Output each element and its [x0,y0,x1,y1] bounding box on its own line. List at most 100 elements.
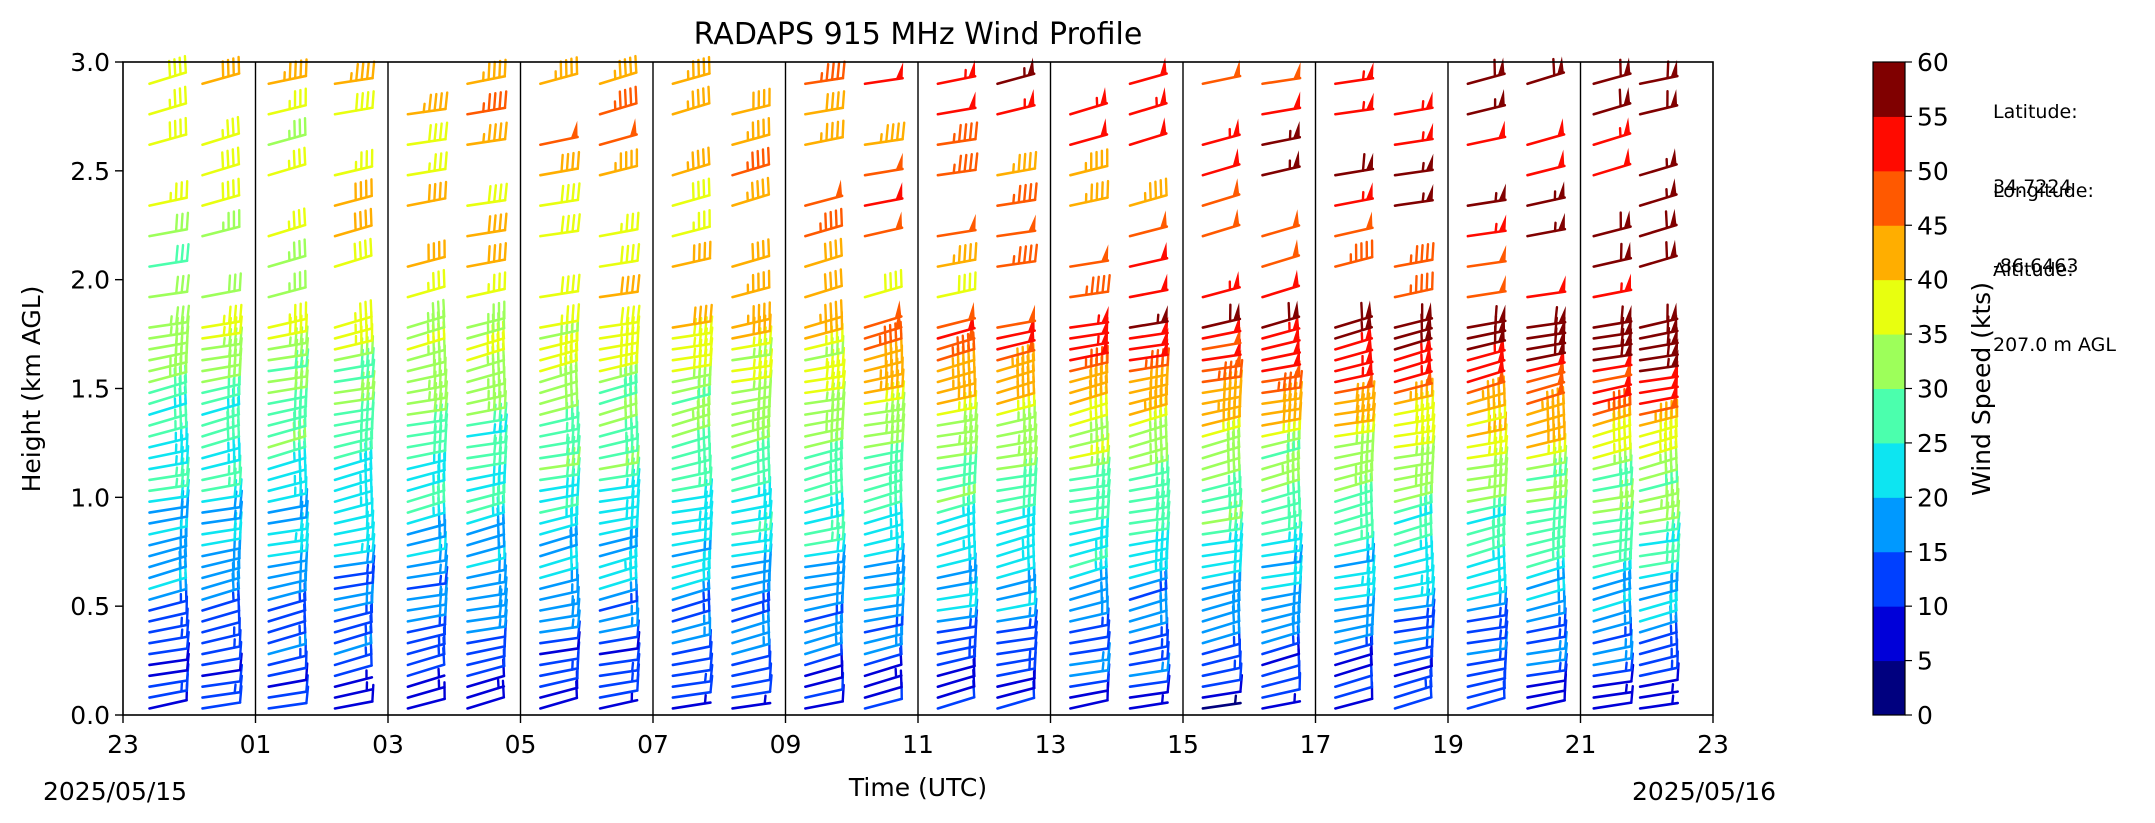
colorbar-segment [1873,388,1905,444]
x-tick-label: 23 [1697,730,1729,759]
wind-barb [539,120,579,147]
altitude-value: 207.0 m AGL [1993,334,2116,356]
wind-barb [1201,148,1241,177]
wind-barb [1526,642,1569,667]
site-latitude: Latitude: 34.7224 [1993,50,2078,225]
wind-barb [1592,489,1635,514]
wind-barb [201,315,243,340]
wind-barb [1638,370,1679,395]
y-tick-label: 2.5 [70,157,110,186]
wind-barb [1592,305,1633,329]
wind-barb [333,90,375,116]
wind-barb [1201,511,1244,536]
wind-barb [1261,300,1301,329]
wind-barb [1466,120,1507,147]
wind-barb [1638,239,1678,268]
wind-barb [1526,181,1566,207]
wind-barb [1526,118,1566,147]
wind-barb [148,116,188,147]
wind-barb [148,304,191,329]
wind-barb [731,694,772,710]
wind-barb [671,146,711,177]
wind-barb [1069,179,1110,207]
y-tick-label: 0.5 [70,592,110,621]
wind-barb [1261,91,1302,116]
wind-barb [466,587,509,612]
wind-barb [1638,148,1678,177]
wind-barb [1334,239,1374,268]
wind-barb [466,58,507,86]
wind-barb [1638,694,1680,710]
wind-barb [466,576,508,601]
wind-barb [539,434,581,460]
wind-barb [406,180,448,207]
wind-barb [804,358,846,384]
colorbar-tick-label: 20 [1917,483,1949,512]
wind-barb [1128,177,1168,207]
x-tick-label: 19 [1432,730,1464,759]
wind-barb [863,61,904,86]
wind-barb [1393,183,1434,207]
wind-barb [731,269,771,299]
x-tick-label: 03 [372,730,404,759]
wind-barb [201,326,244,351]
wind-barb [148,211,190,238]
wind-barb [936,91,977,116]
wind-barb [333,178,374,207]
wind-barb [201,303,243,329]
colorbar-tick-label: 15 [1917,538,1949,567]
wind-barb [201,663,244,689]
colorbar-tick-label: 5 [1917,647,1933,676]
wind-barb [804,544,846,569]
wind-barb [1128,305,1169,329]
colorbar-segment [1873,116,1905,172]
wind-barb [1069,148,1109,177]
wind-barb [333,410,374,438]
wind-barb [804,119,845,147]
wind-barb [406,121,449,147]
wind-barb [1261,692,1302,710]
wind-barb [1638,89,1679,116]
wind-barb [1201,178,1241,207]
wind-barb [671,208,711,238]
wind-barb [539,446,581,471]
wind-barb [201,652,243,678]
x-tick-label: 05 [505,730,537,759]
wind-barb [1526,385,1566,416]
wind-barb [1201,349,1242,373]
wind-barb [671,240,712,268]
wind-barb [996,214,1037,238]
wind-barb [1201,694,1242,710]
wind-barb [863,182,904,207]
wind-barb [1592,87,1632,116]
wind-barb [1466,88,1507,116]
wind-barb [1201,271,1241,299]
wind-barb [1261,209,1301,238]
x-axis-ticks: 23 01 03 05 07 09 11 13 15 17 19 21 23 [107,715,1729,759]
wind-barb [201,209,241,238]
colorbar-tick-label: 25 [1917,429,1949,458]
wind-barb [539,182,581,207]
wind-barb [1201,522,1244,547]
wind-barb [996,150,1038,177]
wind-barb [1128,273,1169,299]
wind-barb [731,348,774,373]
wind-barb [671,315,714,340]
wind-barb [1466,434,1509,460]
wind-barb [466,413,508,438]
colorbar-segment [1873,660,1905,716]
wind-barb [406,681,446,710]
wind-barb [148,467,191,493]
y-tick-label: 1.5 [70,375,110,404]
wind-barb [671,489,714,514]
wind-barb [671,663,714,689]
x-tick-label: 23 [107,730,139,759]
date-end-label: 2025/05/16 [1632,777,1776,806]
wind-barb [671,85,711,116]
wind-barb [406,391,449,416]
wind-barb [1069,630,1111,656]
wind-barb [267,238,307,268]
wind-barb [1069,478,1111,503]
wind-barb [148,180,189,207]
wind-barb [671,693,712,710]
